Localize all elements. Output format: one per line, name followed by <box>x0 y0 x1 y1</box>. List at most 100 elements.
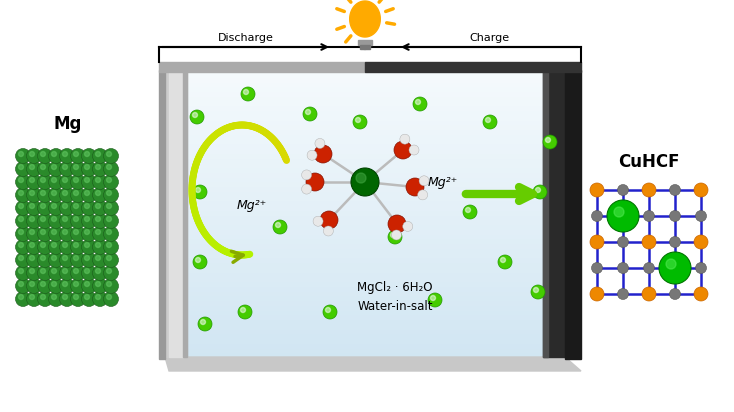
Circle shape <box>351 168 379 196</box>
Circle shape <box>485 117 490 122</box>
Circle shape <box>48 187 64 203</box>
Circle shape <box>103 292 118 307</box>
Circle shape <box>431 295 435 300</box>
Circle shape <box>95 295 101 300</box>
Circle shape <box>81 253 96 267</box>
Circle shape <box>73 281 79 286</box>
Circle shape <box>92 227 107 241</box>
Bar <box>187 328 543 333</box>
Circle shape <box>29 178 34 183</box>
Circle shape <box>106 178 112 183</box>
Bar <box>187 314 543 319</box>
Bar <box>187 253 543 257</box>
Bar <box>187 82 543 86</box>
Circle shape <box>48 239 64 255</box>
Circle shape <box>37 175 53 190</box>
Circle shape <box>29 190 34 196</box>
Circle shape <box>81 227 96 241</box>
Circle shape <box>356 173 366 183</box>
Bar <box>187 148 543 153</box>
Circle shape <box>29 216 34 222</box>
Circle shape <box>314 145 332 163</box>
Circle shape <box>607 200 639 232</box>
Circle shape <box>103 227 118 241</box>
Circle shape <box>394 141 412 159</box>
Circle shape <box>51 216 57 222</box>
Circle shape <box>48 162 64 176</box>
Circle shape <box>62 178 68 183</box>
Circle shape <box>413 97 427 111</box>
Circle shape <box>51 295 57 300</box>
Polygon shape <box>165 357 581 371</box>
Circle shape <box>200 319 206 325</box>
Circle shape <box>644 211 655 222</box>
Bar <box>165 72 187 357</box>
Bar <box>187 153 543 157</box>
Circle shape <box>18 152 23 157</box>
Polygon shape <box>349 1 380 37</box>
Circle shape <box>418 190 428 200</box>
Circle shape <box>95 164 101 169</box>
Bar <box>187 267 543 272</box>
Bar <box>187 305 543 309</box>
Circle shape <box>103 187 118 203</box>
Circle shape <box>614 207 624 217</box>
Circle shape <box>545 138 550 143</box>
Bar <box>187 248 543 253</box>
Circle shape <box>669 236 680 248</box>
Circle shape <box>92 265 107 281</box>
Circle shape <box>51 178 57 183</box>
Circle shape <box>62 204 68 208</box>
Circle shape <box>59 239 74 255</box>
Bar <box>187 347 543 352</box>
Bar <box>187 124 543 129</box>
Circle shape <box>644 262 655 274</box>
Bar <box>187 77 543 82</box>
Circle shape <box>95 152 101 157</box>
Circle shape <box>18 255 23 260</box>
Bar <box>187 272 543 276</box>
Circle shape <box>192 112 197 117</box>
Bar <box>187 238 543 243</box>
Bar <box>187 319 543 324</box>
Circle shape <box>590 235 604 249</box>
Circle shape <box>18 229 23 234</box>
Circle shape <box>70 201 85 215</box>
Bar <box>187 101 543 105</box>
Circle shape <box>106 229 112 234</box>
Circle shape <box>15 175 31 190</box>
Circle shape <box>92 213 107 229</box>
Bar <box>187 224 543 229</box>
Text: MgCl₂ · 6H₂O
Water-in-salt: MgCl₂ · 6H₂O Water-in-salt <box>357 281 433 313</box>
Circle shape <box>463 205 477 219</box>
Circle shape <box>48 213 64 229</box>
Circle shape <box>81 162 96 176</box>
Circle shape <box>106 164 112 169</box>
Text: Charge: Charge <box>470 33 509 43</box>
Circle shape <box>241 307 245 312</box>
Text: Discharge: Discharge <box>217 33 274 43</box>
Circle shape <box>324 226 333 236</box>
Bar <box>187 229 543 234</box>
Circle shape <box>15 253 31 267</box>
Circle shape <box>103 148 118 164</box>
Circle shape <box>51 152 57 157</box>
Circle shape <box>81 292 96 307</box>
Circle shape <box>95 243 101 248</box>
Circle shape <box>669 185 680 196</box>
Circle shape <box>29 164 34 169</box>
Circle shape <box>590 183 604 197</box>
Circle shape <box>617 262 628 274</box>
Circle shape <box>40 190 46 196</box>
Circle shape <box>48 175 64 190</box>
Bar <box>187 196 543 200</box>
Circle shape <box>26 279 42 293</box>
Circle shape <box>26 253 42 267</box>
Circle shape <box>106 269 112 274</box>
Circle shape <box>26 227 42 241</box>
Circle shape <box>59 175 74 190</box>
Circle shape <box>73 255 79 260</box>
Circle shape <box>29 295 34 300</box>
Circle shape <box>95 190 101 196</box>
Circle shape <box>483 115 497 129</box>
